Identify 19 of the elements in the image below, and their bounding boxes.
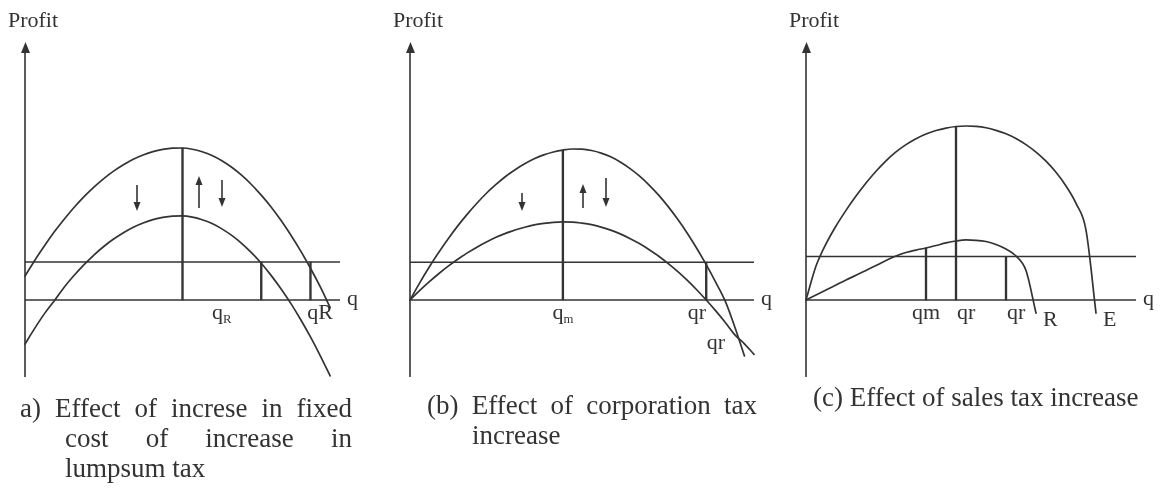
series-label: R [1043, 306, 1058, 332]
y-axis-title: Profit [392, 7, 444, 32]
x-axis-title: q [1143, 285, 1154, 310]
series-label: E [1103, 306, 1117, 332]
text: (b) Effect of corporation tax increase [427, 390, 757, 450]
x-tick-label: qr [957, 299, 976, 324]
x-tick-label: q$_{R}$ [211, 299, 232, 326]
x-axis-title: q [761, 285, 772, 310]
y-axis-title: Profit [7, 7, 59, 32]
text: (c) Effect of sales tax increase [813, 382, 1140, 412]
x-tick-label: qr [1007, 299, 1026, 324]
x-tick-label: q$_{m}$ [552, 299, 574, 326]
x-tick-label: qr [687, 299, 706, 324]
x-tick-label: qm [912, 299, 941, 324]
x-tick-label: qR [307, 299, 333, 324]
x-axis-title: q [347, 285, 358, 310]
text: a) Effect of increse in fixed cost of increase in lumpsum tax [20, 393, 352, 483]
x-tick-label: qr [706, 329, 726, 354]
y-axis-title: Profit [788, 7, 840, 32]
